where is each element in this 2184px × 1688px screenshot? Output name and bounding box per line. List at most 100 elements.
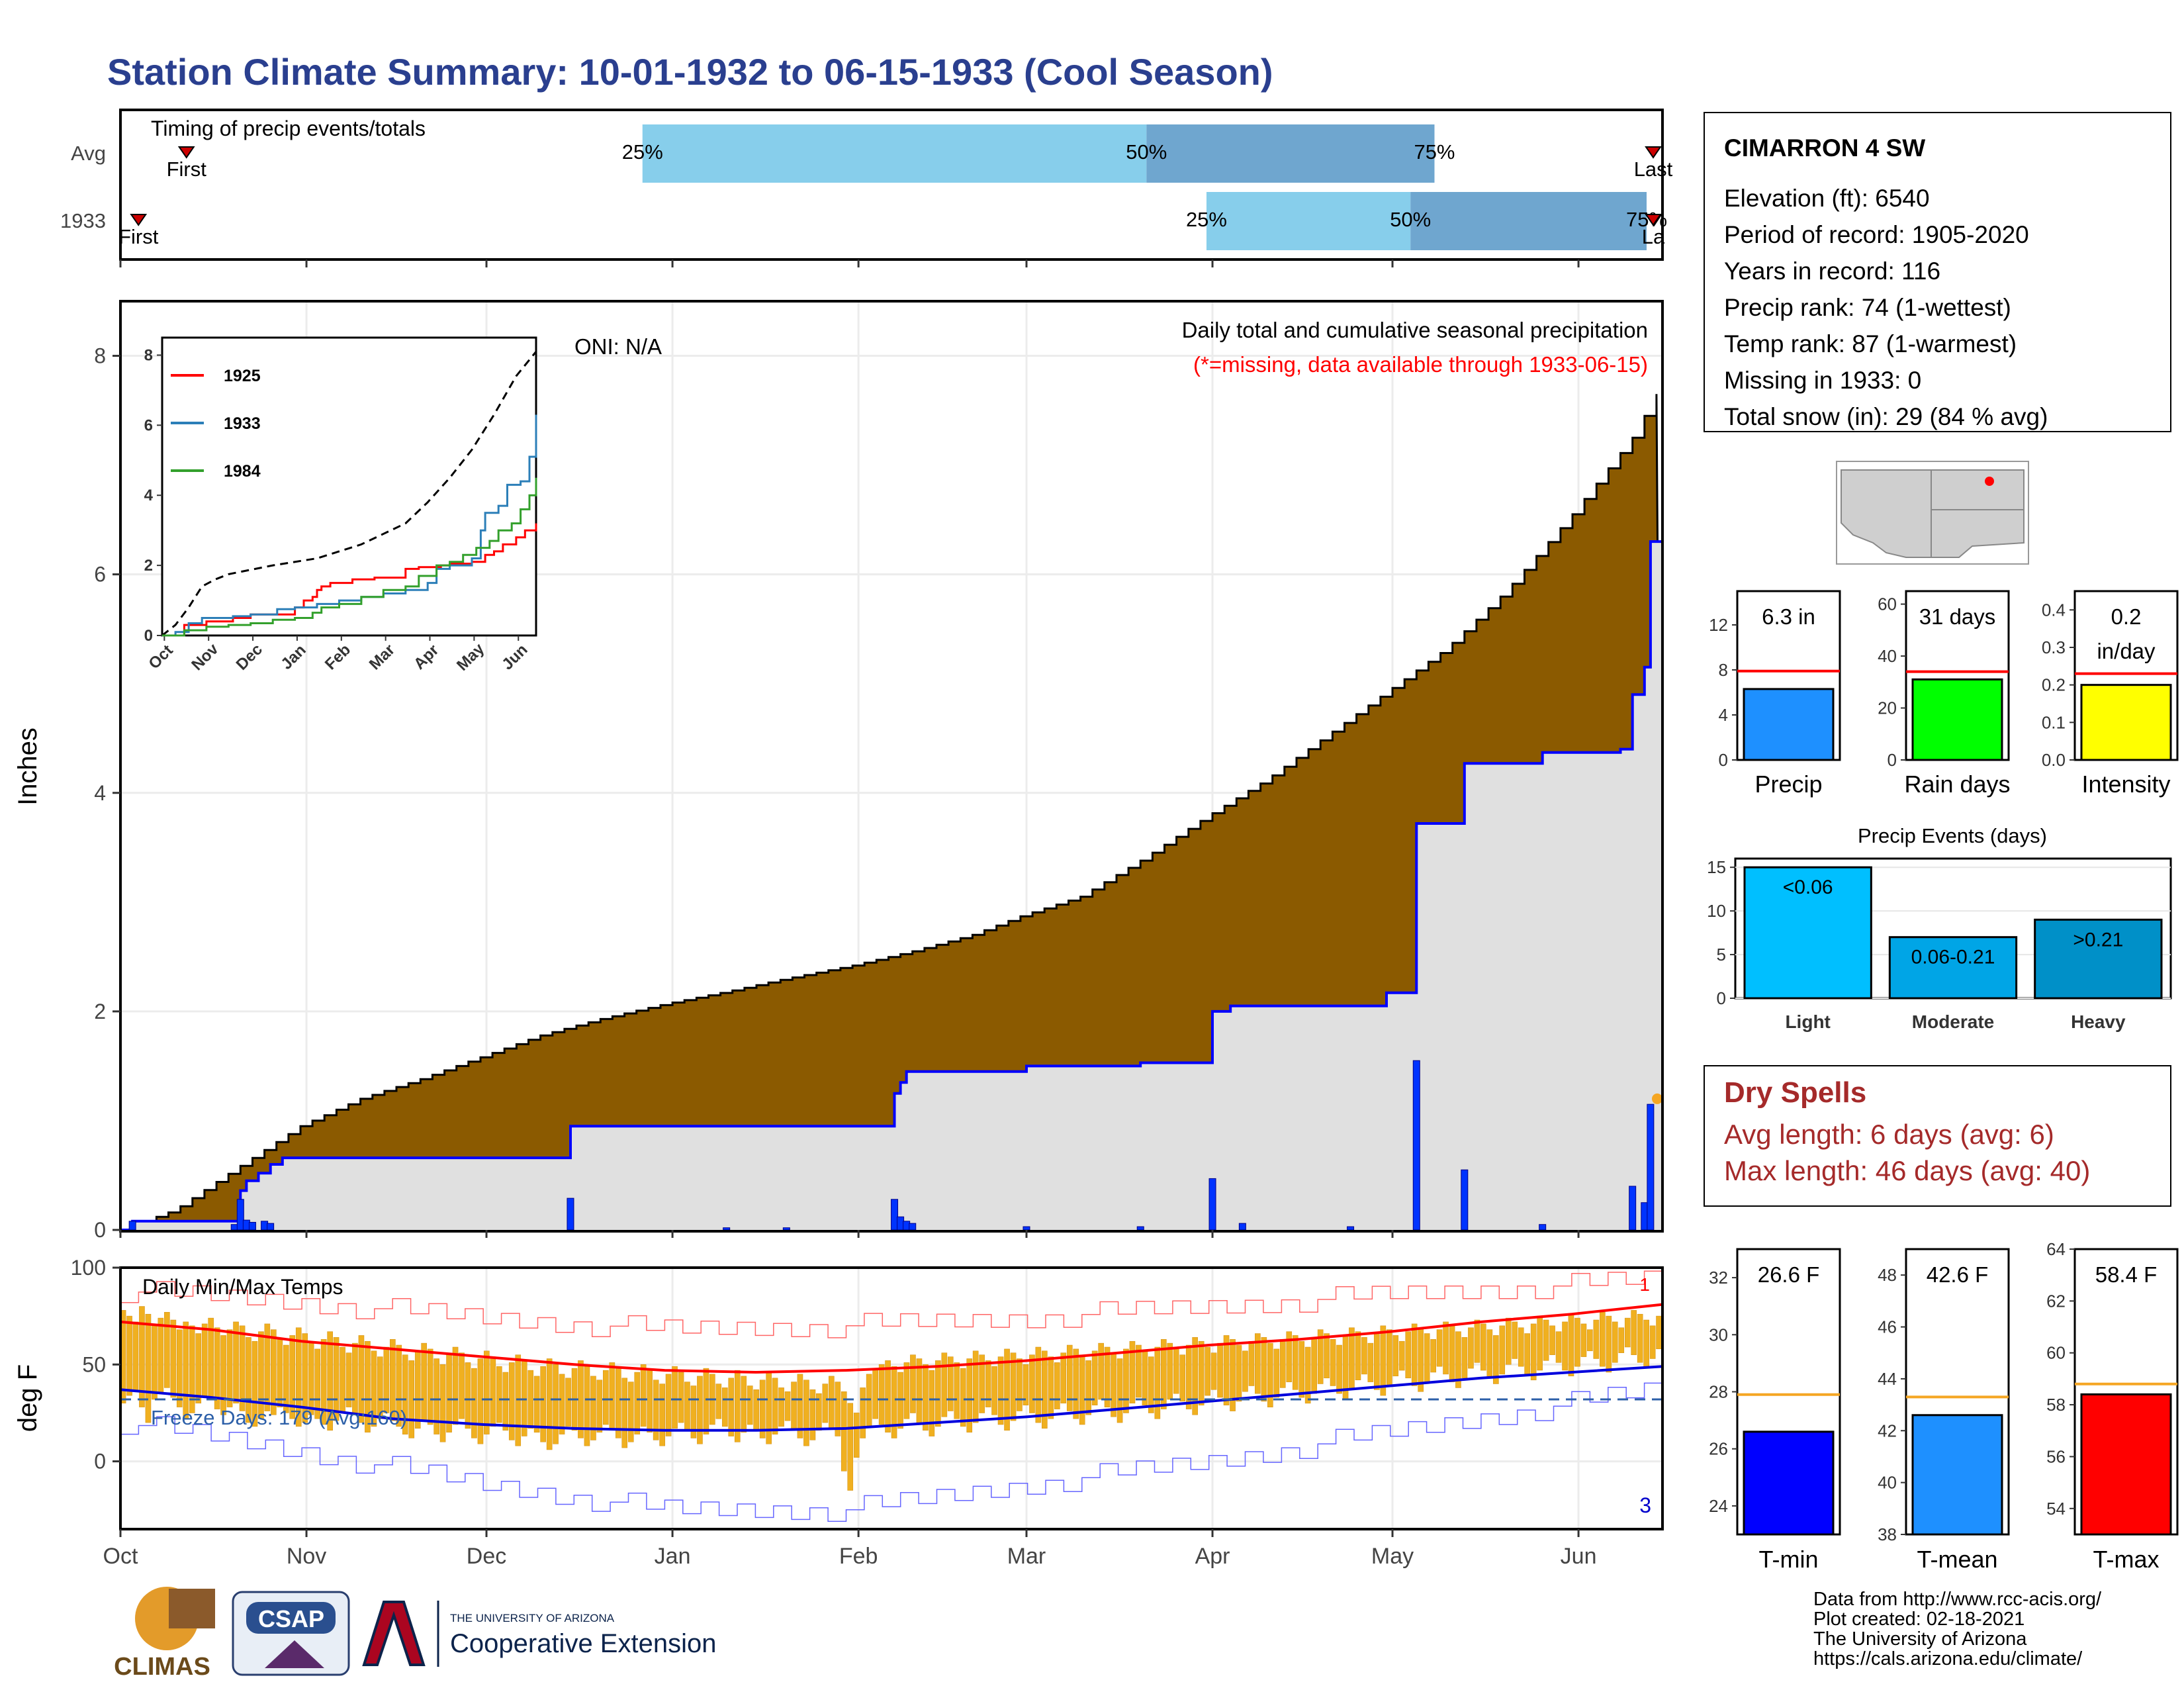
daily-temp-bar	[1317, 1329, 1324, 1384]
y-tick-label: 50	[82, 1352, 106, 1376]
quantile-label: 50%	[1390, 208, 1431, 231]
daily-temp-bar	[1023, 1364, 1029, 1405]
daily-temp-bar	[647, 1370, 653, 1432]
daily-temp-bar	[809, 1389, 816, 1440]
daily-precip-bar	[1629, 1186, 1637, 1231]
daily-temp-bar	[1192, 1337, 1198, 1415]
summary-y-label: 56	[2046, 1446, 2066, 1466]
daily-temp-bar	[1085, 1360, 1091, 1415]
summary-y-label: 54	[2046, 1499, 2066, 1519]
daily-temp-bar	[477, 1358, 484, 1444]
month-label: Oct	[103, 1544, 138, 1569]
month-label: Apr	[1195, 1544, 1230, 1569]
summary-y-label: 0.0	[2042, 750, 2066, 770]
daily-temp-bar	[1154, 1346, 1161, 1419]
precip-panel: ONI: N/A Daily total and cumulative seas…	[13, 259, 1664, 1242]
first-label: First	[118, 225, 159, 248]
summary-y-label: 42	[1878, 1421, 1897, 1440]
daily-precip-bar	[1461, 1169, 1469, 1231]
daily-temp-bar	[1210, 1352, 1217, 1390]
daily-temp-bar	[972, 1350, 979, 1423]
inset-series-1984	[162, 477, 537, 637]
daily-temp-bar	[722, 1387, 728, 1427]
daily-temp-bar	[891, 1366, 897, 1438]
daily-temp-bar	[1242, 1350, 1248, 1392]
daily-temp-bar	[176, 1329, 183, 1407]
daily-temp-bar	[578, 1360, 584, 1438]
summary-value-unit: in/day	[2097, 639, 2156, 663]
daily-temp-bar	[1261, 1337, 1267, 1402]
month-label: Feb	[839, 1544, 878, 1569]
summary-value-label: 42.6 F	[1927, 1262, 1989, 1287]
daily-temp-bar	[1612, 1321, 1618, 1363]
daily-temp-bar	[220, 1335, 226, 1415]
daily-temp-bar	[640, 1364, 647, 1427]
daily-temp-bar	[1161, 1339, 1167, 1409]
summary-value-label: 6.3 in	[1762, 604, 1815, 629]
daily-temp-bar	[684, 1382, 690, 1430]
summary-y-label: 62	[2046, 1291, 2066, 1311]
summary-y-label: 28	[1709, 1382, 1728, 1402]
daily-temp-bar	[1091, 1350, 1098, 1405]
summary-y-label: 60	[2046, 1343, 2066, 1363]
daily-temp-bar	[1580, 1323, 1587, 1357]
daily-temp-bar	[465, 1362, 471, 1429]
events-y-label: 0	[1717, 988, 1726, 1008]
daily-temp-bar	[690, 1385, 697, 1438]
daily-temp-bar	[201, 1323, 208, 1396]
temp-panel: Daily Min/Max Temps Freeze Days: 179 (Av…	[13, 1256, 1664, 1569]
daily-precip-bar	[567, 1197, 574, 1231]
daily-temp-bar	[954, 1362, 960, 1419]
daily-precip-bar	[1208, 1178, 1216, 1231]
daily-temp-bar	[1530, 1323, 1537, 1381]
summary-y-label: 0.2	[2042, 675, 2066, 695]
summary-category-label: Intensity	[2081, 771, 2170, 798]
inset-y-label: 0	[144, 627, 153, 645]
first-label: First	[167, 158, 207, 181]
climas-logo: CLIMAS	[114, 1587, 215, 1681]
daily-temp-bar	[446, 1354, 452, 1432]
daily-temp-bar	[158, 1317, 164, 1394]
daily-temp-bar	[1279, 1339, 1286, 1388]
daily-temp-bar	[659, 1383, 665, 1446]
summary-y-label: 58	[2046, 1395, 2066, 1415]
daily-temp-bar	[546, 1358, 553, 1450]
daily-temp-bar	[439, 1364, 446, 1442]
first-event-marker	[177, 146, 195, 159]
daily-temp-bar	[1286, 1331, 1293, 1382]
daily-temp-bar	[283, 1344, 289, 1413]
summary-bar	[1743, 1430, 1835, 1536]
daily-temp-bar	[251, 1340, 258, 1427]
summary-y-label: 48	[1878, 1265, 1897, 1285]
daily-temp-bar	[390, 1339, 396, 1421]
daily-temp-bar	[1129, 1340, 1136, 1404]
daily-precip-bar	[1641, 1202, 1649, 1231]
daily-temp-bar	[634, 1372, 641, 1434]
summary-bar	[1911, 1414, 2003, 1536]
daily-temp-bar	[527, 1370, 534, 1429]
timing-row-label: Avg	[71, 142, 106, 165]
daily-temp-bar	[1499, 1325, 1506, 1375]
daily-temp-bar	[1217, 1342, 1223, 1398]
daily-temp-bar	[126, 1315, 132, 1396]
oni-label: ONI: N/A	[574, 334, 662, 359]
missing-note: (*=missing, data available through 1933-…	[1193, 352, 1648, 377]
daily-temp-bar	[979, 1354, 985, 1413]
daily-temp-bar	[947, 1356, 954, 1411]
daily-temp-bar	[1185, 1344, 1192, 1409]
csap-cloud	[246, 1602, 336, 1634]
daily-temp-bar	[778, 1387, 784, 1427]
dry-spells-frame	[1704, 1065, 2171, 1207]
station-info-line: Elevation (ft): 6540	[1724, 185, 1930, 212]
daily-precip-bar	[1539, 1224, 1547, 1231]
daily-temp-bar	[314, 1348, 320, 1419]
daily-temp-bar	[1123, 1348, 1129, 1413]
daily-temp-bar	[703, 1368, 709, 1434]
station-info-box: CIMARRON 4 SW Elevation (ft): 6540 Period…	[1704, 112, 2171, 432]
record-max-line	[120, 1270, 1663, 1338]
y-tick-label: 6	[94, 563, 106, 586]
daily-temp-bar	[847, 1403, 854, 1491]
y-tick-label: 4	[94, 781, 106, 805]
cumulative-1933-area	[120, 541, 1662, 1230]
daily-temp-bar	[553, 1364, 559, 1444]
